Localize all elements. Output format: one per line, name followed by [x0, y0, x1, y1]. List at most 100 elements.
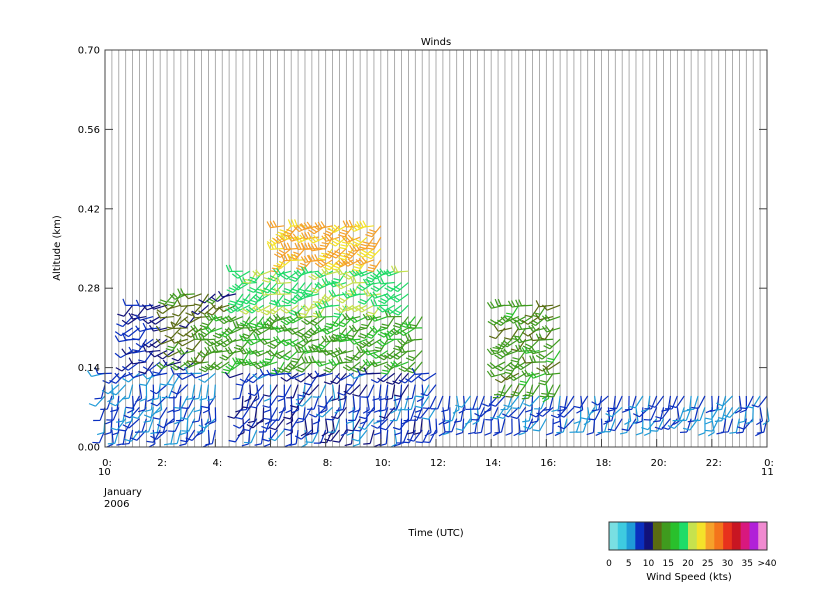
wind-barb-feather — [545, 343, 553, 348]
wind-barb-feather — [622, 409, 630, 413]
wind-barb-feather — [294, 378, 302, 383]
wind-barb-feather — [283, 318, 290, 324]
wind-barb — [387, 361, 396, 375]
wind-barb-feather — [379, 353, 387, 359]
wind-barb-feather — [424, 431, 432, 437]
wind-barb-feather — [321, 235, 327, 242]
wind-barb — [356, 236, 368, 247]
wind-barb-feather — [205, 300, 213, 305]
wind-barb-feather — [359, 345, 364, 353]
wind-barb-feather — [237, 432, 245, 437]
wind-barb — [333, 225, 347, 234]
wind-barb-feather — [211, 296, 218, 302]
wind-barb — [276, 361, 285, 375]
wind-barb-feather — [245, 359, 251, 366]
wind-barb — [391, 384, 396, 399]
wind-barb-feather — [641, 426, 649, 431]
wind-barb — [352, 372, 361, 386]
wind-barb — [647, 395, 651, 410]
wind-barb-feather — [390, 361, 396, 368]
wind-barb — [159, 315, 175, 319]
wind-barb-feather — [324, 277, 330, 285]
wind-barb-feather — [494, 298, 499, 306]
wind-barb-feather — [353, 409, 361, 413]
wind-barb-feather — [235, 344, 243, 349]
wind-barb-feather — [204, 346, 209, 354]
wind-barb-feather — [344, 291, 351, 298]
wind-barb-feather — [323, 369, 331, 373]
colorbar-swatch — [723, 522, 733, 550]
wind-barb-feather — [228, 264, 233, 272]
wind-barb-feather — [489, 301, 495, 308]
wind-barb-feather — [542, 408, 550, 411]
wind-barb-feather — [308, 254, 313, 262]
wind-barb-feather — [289, 290, 297, 295]
wind-barb-feather — [386, 269, 392, 276]
wind-barb — [229, 372, 244, 379]
wind-barb — [352, 282, 361, 295]
wind-barb-feather — [359, 251, 366, 256]
wind-barb-feather — [218, 318, 225, 325]
wind-barb-feather — [512, 407, 520, 410]
wind-barb — [377, 418, 389, 429]
wind-barb-feather — [317, 324, 323, 332]
wind-barb-feather — [348, 317, 355, 324]
wind-barb-feather — [490, 416, 498, 420]
wind-barb-feather — [514, 365, 522, 371]
wind-barb — [313, 395, 320, 410]
wind-barb-feather — [235, 383, 243, 386]
wind-barb-feather — [262, 337, 268, 344]
wind-barb-feather — [386, 292, 392, 299]
wind-barb-feather — [315, 345, 323, 350]
wind-barb — [422, 429, 430, 443]
wind-barb-feather — [503, 340, 510, 346]
x-tick-label: 0: — [764, 458, 774, 469]
wind-barb-feather — [130, 437, 138, 441]
wind-barb-feather — [351, 224, 358, 231]
wind-barb — [353, 338, 368, 345]
wind-barb-feather — [304, 266, 309, 274]
wind-barb-feather — [496, 393, 504, 397]
wind-barb-feather — [393, 347, 401, 351]
wind-barb-feather — [348, 325, 355, 332]
wind-barb-feather — [357, 301, 365, 305]
wind-barb-feather — [300, 305, 307, 312]
wind-barb — [477, 407, 485, 421]
wind-barb-feather — [267, 309, 274, 315]
wind-barb — [539, 418, 547, 432]
wind-barb-feather — [167, 420, 175, 425]
wind-barb-feather — [358, 269, 365, 276]
wind-barb-feather — [372, 359, 378, 367]
wind-barb — [249, 350, 264, 355]
wind-barb-feather — [263, 360, 271, 364]
wind-barb-feather — [219, 356, 227, 361]
wind-barb — [286, 372, 299, 382]
wind-barb-feather — [326, 418, 334, 421]
wind-barb-feather — [174, 406, 182, 409]
wind-barb-feather — [252, 363, 259, 370]
wind-barb-feather — [121, 397, 130, 400]
wind-barb-feather — [300, 256, 306, 263]
wind-barb-feather — [122, 365, 129, 371]
wind-barb-feather — [556, 431, 564, 434]
wind-barb-feather — [351, 324, 357, 332]
wind-barb — [373, 236, 382, 250]
wind-barb-feather — [286, 420, 293, 425]
wind-barb-feather — [413, 415, 421, 419]
wind-barb — [385, 395, 389, 410]
wind-barb-feather — [521, 347, 527, 354]
wind-barb-feather — [409, 323, 417, 327]
wind-barb — [401, 349, 416, 353]
wind-barb — [359, 418, 368, 432]
wind-barb-feather — [304, 292, 312, 296]
wind-barb — [729, 406, 740, 418]
wind-barb — [132, 372, 147, 379]
wind-barb-feather — [338, 267, 344, 275]
wind-barb-feather — [544, 325, 551, 332]
wind-barb-feather — [194, 332, 199, 340]
wind-barb-feather — [635, 420, 643, 424]
wind-barb-feather — [330, 336, 338, 340]
wind-barb-feather — [325, 230, 333, 235]
wind-barb-feather — [343, 390, 351, 395]
wind-barb-feather — [503, 348, 509, 355]
